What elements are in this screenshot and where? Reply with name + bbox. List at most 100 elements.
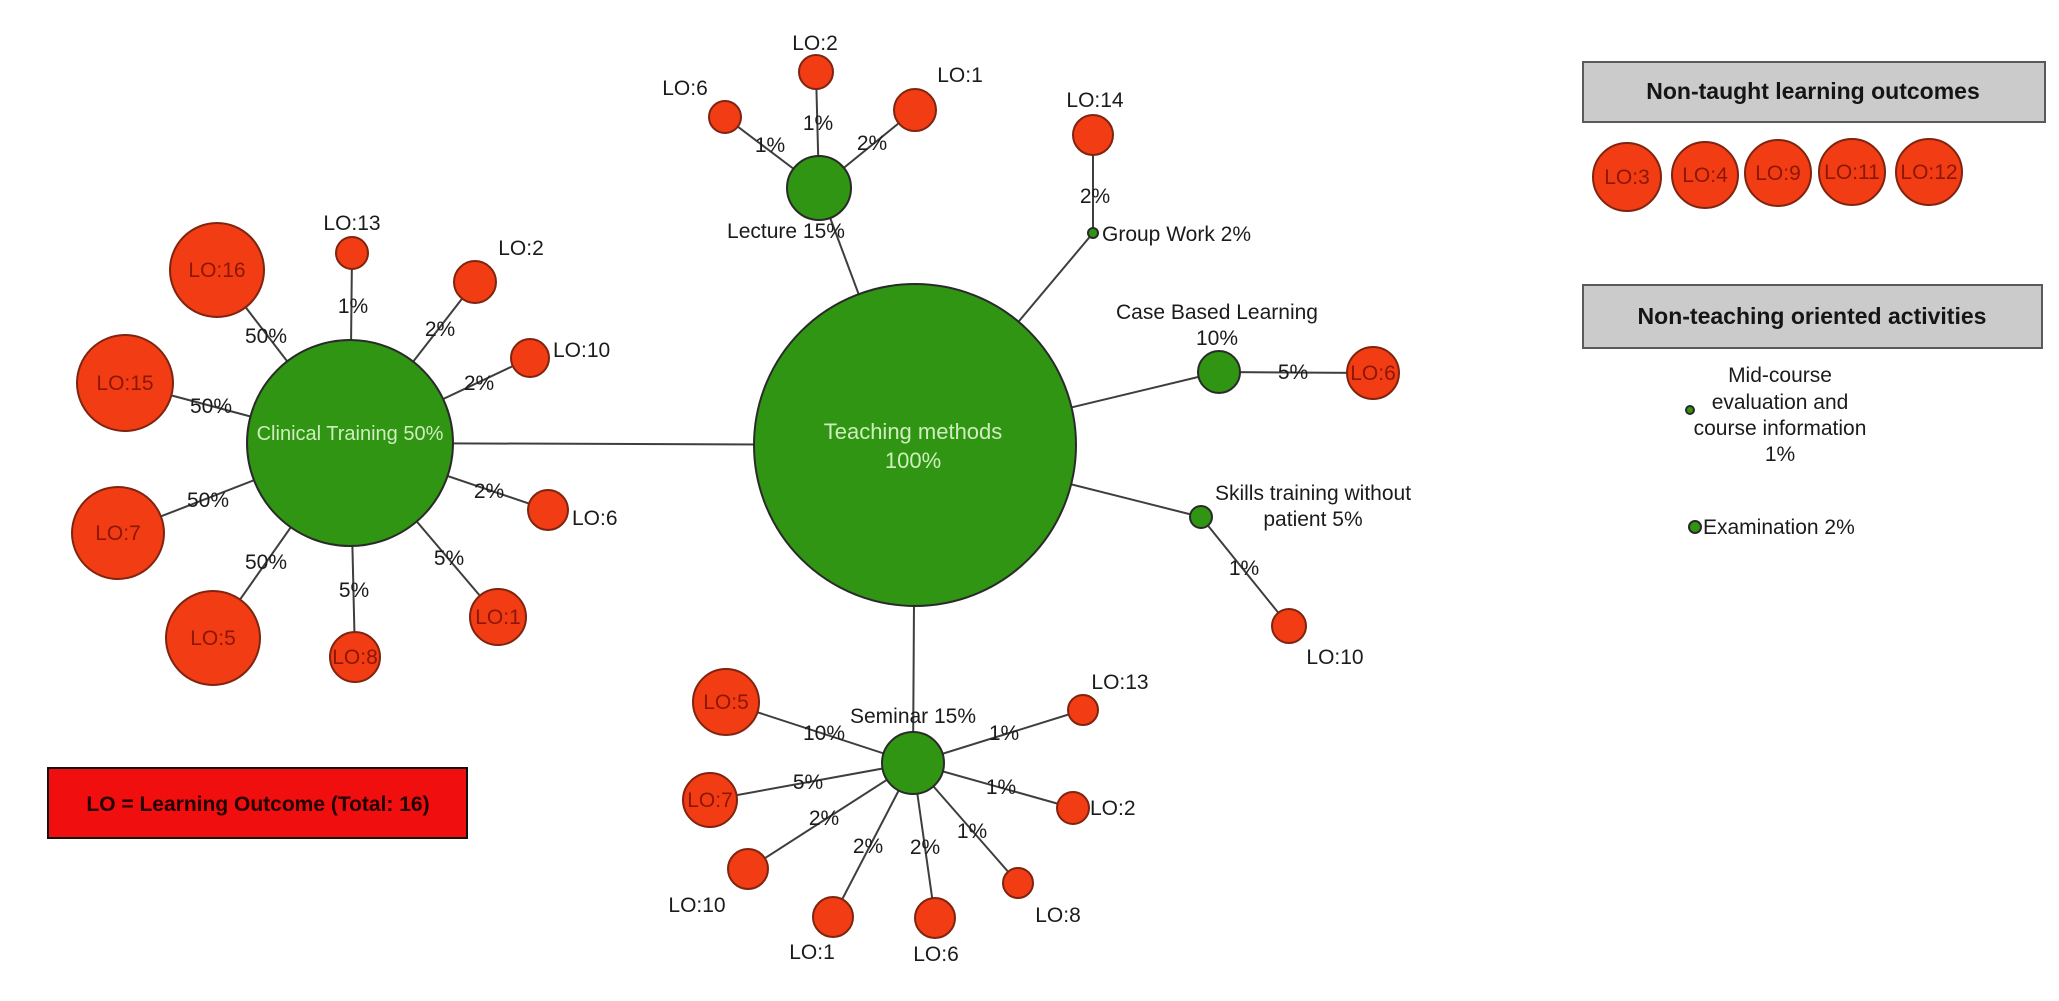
node-lecture-lo1 — [893, 88, 937, 132]
label-seminar-lo2: LO:2 — [1090, 797, 1136, 820]
node-clinical-lo5 — [165, 590, 261, 686]
node-nontaught-lo4 — [1671, 141, 1739, 209]
link-seminar-lo7 — [709, 762, 914, 801]
label-lecture-lo6: LO:6 — [662, 77, 708, 100]
label-casebased-pct: 10% — [1196, 327, 1238, 350]
pct-seminar-lo10: 2% — [809, 807, 839, 830]
midcourse-line4: 1% — [1765, 443, 1795, 466]
label-teaching-pct: 100% — [885, 448, 941, 473]
label-clinical-lo2: LO:2 — [498, 237, 544, 260]
node-nontaught-lo12 — [1895, 138, 1963, 206]
pct-casebased-lo6: 5% — [1278, 361, 1308, 384]
label-nontaught-lo12: LO:12 — [1900, 161, 1957, 184]
node-seminar — [881, 731, 945, 795]
non-taught-title: Non-taught learning outcomes — [1646, 78, 1980, 104]
link-skills-lo10 — [1200, 516, 1290, 627]
legend: LO = Learning Outcome (Total: 16) — [47, 767, 468, 839]
panel-non-taught: Non-taught learning outcomes LO:3 LO:4 L… — [1582, 61, 2046, 212]
label-casebased-name: Case Based Learning — [1116, 301, 1318, 324]
node-groupwork-lo14 — [1072, 114, 1114, 156]
label-skills-line2: patient 5% — [1263, 508, 1362, 531]
pct-seminar-lo6: 2% — [910, 836, 940, 859]
node-clinical-lo16 — [169, 222, 265, 318]
midcourse-line2: evaluation and — [1712, 391, 1849, 414]
label-nontaught-lo9: LO:9 — [1755, 162, 1801, 185]
label-lecture: Lecture 15% — [727, 220, 845, 243]
link-seminar-lo10 — [747, 762, 914, 870]
label-clinical-lo6: LO:6 — [572, 507, 618, 530]
label-clinical-lo7: LO:7 — [95, 522, 141, 545]
node-nontaught-lo11 — [1818, 138, 1886, 206]
nodes — [71, 54, 1400, 939]
pct-seminar-lo13: 1% — [989, 722, 1019, 745]
node-seminar-lo5 — [692, 668, 760, 736]
label-seminar-lo1: LO:1 — [789, 941, 835, 964]
label-casebased-lo6: LO:6 — [1350, 362, 1396, 385]
label-clinical-lo16: LO:16 — [188, 259, 245, 282]
label-groupwork-lo14: LO:14 — [1066, 89, 1124, 112]
label-lecture-lo2: LO:2 — [792, 32, 838, 55]
label-seminar-lo13: LO:13 — [1091, 671, 1148, 694]
pct-clinical-lo2: 2% — [425, 318, 455, 341]
node-labels: Teaching methods 100% Clinical Training … — [95, 32, 1411, 966]
pct-clinical-lo1: 5% — [434, 547, 464, 570]
node-lecture — [786, 155, 852, 221]
node-nontaught-lo3 — [1592, 142, 1662, 212]
label-clinical-training: Clinical Training 50% — [257, 423, 444, 445]
node-seminar-lo2 — [1056, 791, 1090, 825]
pct-seminar-lo7: 5% — [793, 771, 823, 794]
node-seminar-lo10 — [727, 848, 769, 890]
node-midcourse-dot — [1685, 405, 1695, 415]
pct-clinical-lo10: 2% — [464, 372, 494, 395]
pct-clinical-lo5: 50% — [245, 551, 287, 574]
non-teaching-title: Non-teaching oriented activities — [1638, 303, 1987, 329]
label-skills-line1: Skills training without — [1215, 482, 1411, 505]
legend-text: LO = Learning Outcome (Total: 16) — [86, 793, 429, 816]
pct-clinical-lo16: 50% — [245, 325, 287, 348]
label-nontaught-lo4: LO:4 — [1682, 164, 1728, 187]
node-seminar-lo13 — [1067, 694, 1099, 726]
node-seminar-lo1 — [812, 896, 854, 938]
node-clinical-lo2 — [453, 260, 497, 304]
node-clinical-lo13 — [335, 236, 369, 270]
label-clinical-lo15: LO:15 — [96, 372, 153, 395]
pct-seminar-lo8: 1% — [957, 820, 987, 843]
pct-skills-lo10: 1% — [1229, 557, 1259, 580]
node-clinical-lo15 — [76, 334, 174, 432]
non-teaching-header-box — [1582, 284, 2043, 349]
label-nontaught-lo3: LO:3 — [1604, 166, 1650, 189]
node-clinical-lo10 — [510, 338, 550, 378]
pct-lecture-lo6: 1% — [755, 134, 785, 157]
label-clinical-lo5: LO:5 — [190, 627, 236, 650]
node-seminar-lo8 — [1002, 867, 1034, 899]
percentage-labels: 50% 1% 2% 50% 2% 2% 50% 50% 5% 5% 1% 1% … — [187, 112, 1308, 859]
label-clinical-lo8: LO:8 — [332, 646, 378, 669]
label-skills-lo10: LO:10 — [1306, 646, 1363, 669]
node-examination-dot — [1688, 520, 1702, 534]
node-lecture-lo6 — [708, 100, 742, 134]
label-seminar-lo8: LO:8 — [1035, 904, 1081, 927]
node-group-work — [1087, 227, 1099, 239]
examination-label: Examination 2% — [1703, 516, 1855, 539]
pct-clinical-lo13: 1% — [338, 295, 368, 318]
node-teaching-methods — [753, 283, 1077, 607]
midcourse-line1: Mid-course — [1728, 364, 1832, 387]
midcourse-line3: course information — [1694, 417, 1867, 440]
legend-box — [47, 767, 468, 839]
label-teaching-name: Teaching methods — [824, 419, 1003, 444]
label-seminar-lo10: LO:10 — [668, 894, 725, 917]
pct-seminar-lo1: 2% — [853, 835, 883, 858]
label-seminar-lo6: LO:6 — [913, 943, 959, 966]
pct-clinical-lo7: 50% — [187, 489, 229, 512]
pct-lecture-lo1: 2% — [857, 132, 887, 155]
node-lecture-lo2 — [798, 54, 834, 90]
node-seminar-lo6 — [914, 897, 956, 939]
label-group-work: Group Work 2% — [1102, 223, 1251, 246]
label-lecture-lo1: LO:1 — [937, 64, 983, 87]
node-skills-training — [1189, 505, 1213, 529]
label-seminar: Seminar 15% — [850, 705, 976, 728]
pct-clinical-lo8: 5% — [339, 579, 369, 602]
node-clinical-lo7 — [71, 486, 165, 580]
